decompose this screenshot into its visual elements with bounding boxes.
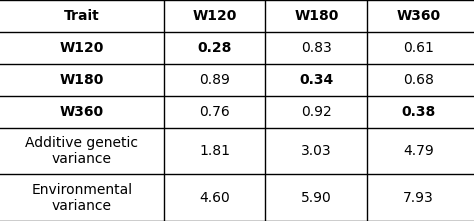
Text: 0.83: 0.83	[301, 41, 332, 55]
Text: W360: W360	[60, 105, 104, 119]
Text: W360: W360	[396, 9, 440, 23]
Text: 4.60: 4.60	[199, 191, 230, 205]
Text: 7.93: 7.93	[403, 191, 434, 205]
Text: Trait: Trait	[64, 9, 100, 23]
Text: 0.68: 0.68	[403, 73, 434, 87]
Text: 1.81: 1.81	[199, 144, 230, 158]
Text: 0.89: 0.89	[199, 73, 230, 87]
Text: Additive genetic
variance: Additive genetic variance	[25, 136, 138, 166]
Text: 0.61: 0.61	[403, 41, 434, 55]
Text: 5.90: 5.90	[301, 191, 332, 205]
Text: Environmental
variance: Environmental variance	[31, 183, 132, 213]
Text: 0.38: 0.38	[401, 105, 436, 119]
Text: 3.03: 3.03	[301, 144, 332, 158]
Text: 4.79: 4.79	[403, 144, 434, 158]
Text: W180: W180	[60, 73, 104, 87]
Text: W120: W120	[192, 9, 237, 23]
Text: 0.92: 0.92	[301, 105, 332, 119]
Text: 0.28: 0.28	[197, 41, 232, 55]
Text: 0.76: 0.76	[199, 105, 230, 119]
Text: 0.34: 0.34	[299, 73, 334, 87]
Text: W180: W180	[294, 9, 338, 23]
Text: W120: W120	[60, 41, 104, 55]
